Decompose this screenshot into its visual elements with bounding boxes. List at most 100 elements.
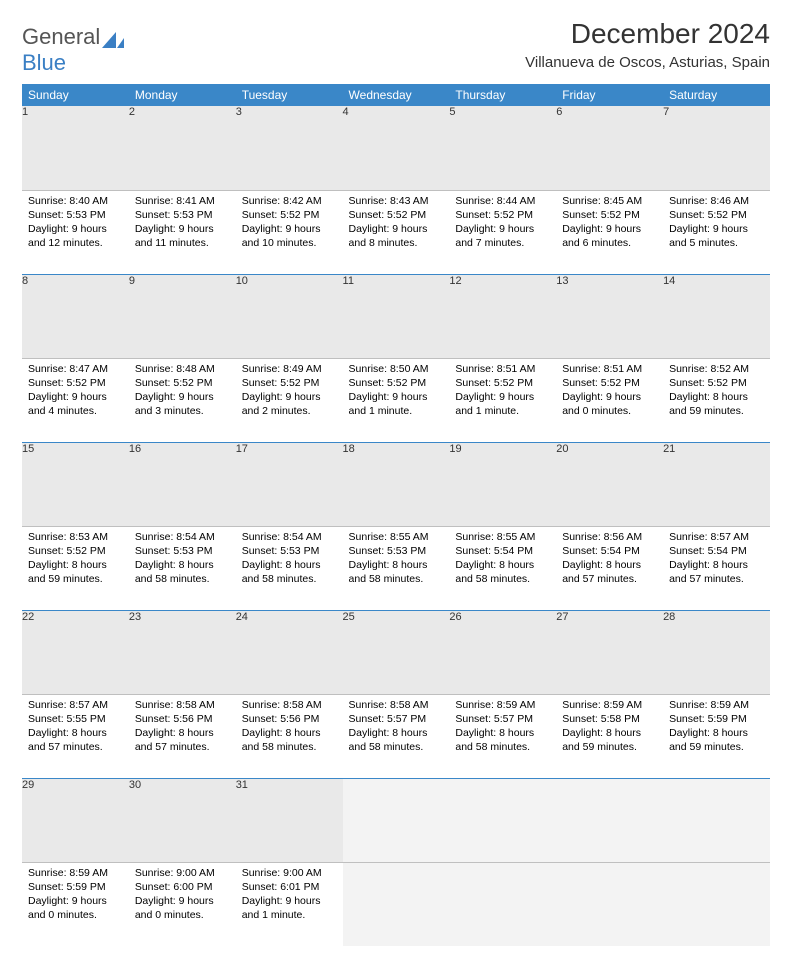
day-details: Sunrise: 8:54 AMSunset: 5:53 PMDaylight:… [236, 527, 343, 593]
day-cell: Sunrise: 9:00 AMSunset: 6:00 PMDaylight:… [129, 862, 236, 946]
day-number-cell [663, 778, 770, 862]
weekday-header: Friday [556, 84, 663, 106]
day-cell: Sunrise: 8:48 AMSunset: 5:52 PMDaylight:… [129, 358, 236, 442]
day-number-cell: 24 [236, 610, 343, 694]
day-details: Sunrise: 8:59 AMSunset: 5:59 PMDaylight:… [22, 863, 129, 929]
day-details: Sunrise: 8:55 AMSunset: 5:53 PMDaylight:… [343, 527, 450, 593]
day-cell: Sunrise: 8:54 AMSunset: 5:53 PMDaylight:… [236, 526, 343, 610]
day-details: Sunrise: 8:52 AMSunset: 5:52 PMDaylight:… [663, 359, 770, 425]
weekday-header: Wednesday [343, 84, 450, 106]
day-body-row: Sunrise: 8:57 AMSunset: 5:55 PMDaylight:… [22, 694, 770, 778]
day-number-cell: 25 [343, 610, 450, 694]
day-cell: Sunrise: 8:51 AMSunset: 5:52 PMDaylight:… [556, 358, 663, 442]
day-details: Sunrise: 8:40 AMSunset: 5:53 PMDaylight:… [22, 191, 129, 257]
day-details: Sunrise: 8:49 AMSunset: 5:52 PMDaylight:… [236, 359, 343, 425]
day-details: Sunrise: 8:41 AMSunset: 5:53 PMDaylight:… [129, 191, 236, 257]
day-details: Sunrise: 8:56 AMSunset: 5:54 PMDaylight:… [556, 527, 663, 593]
day-details: Sunrise: 9:00 AMSunset: 6:01 PMDaylight:… [236, 863, 343, 929]
day-number-cell: 4 [343, 106, 450, 190]
day-cell: Sunrise: 8:49 AMSunset: 5:52 PMDaylight:… [236, 358, 343, 442]
day-cell: Sunrise: 8:40 AMSunset: 5:53 PMDaylight:… [22, 190, 129, 274]
day-details: Sunrise: 8:47 AMSunset: 5:52 PMDaylight:… [22, 359, 129, 425]
day-details: Sunrise: 8:42 AMSunset: 5:52 PMDaylight:… [236, 191, 343, 257]
day-cell: Sunrise: 8:55 AMSunset: 5:53 PMDaylight:… [343, 526, 450, 610]
day-cell [449, 862, 556, 946]
weekday-header: Sunday [22, 84, 129, 106]
day-cell: Sunrise: 8:54 AMSunset: 5:53 PMDaylight:… [129, 526, 236, 610]
day-number-cell: 26 [449, 610, 556, 694]
calendar-page: General Blue December 2024 Villanueva de… [0, 0, 792, 964]
logo-text: General Blue [22, 24, 124, 76]
day-cell: Sunrise: 8:46 AMSunset: 5:52 PMDaylight:… [663, 190, 770, 274]
day-number-cell: 15 [22, 442, 129, 526]
day-number-cell: 28 [663, 610, 770, 694]
day-body-row: Sunrise: 8:47 AMSunset: 5:52 PMDaylight:… [22, 358, 770, 442]
daynum-row: 293031 [22, 778, 770, 862]
day-number-cell: 2 [129, 106, 236, 190]
calendar-header-row: SundayMondayTuesdayWednesdayThursdayFrid… [22, 84, 770, 106]
day-number-cell: 6 [556, 106, 663, 190]
day-details: Sunrise: 8:57 AMSunset: 5:55 PMDaylight:… [22, 695, 129, 761]
day-cell: Sunrise: 8:57 AMSunset: 5:54 PMDaylight:… [663, 526, 770, 610]
day-cell: Sunrise: 8:56 AMSunset: 5:54 PMDaylight:… [556, 526, 663, 610]
day-cell: Sunrise: 8:58 AMSunset: 5:57 PMDaylight:… [343, 694, 450, 778]
day-cell: Sunrise: 8:59 AMSunset: 5:57 PMDaylight:… [449, 694, 556, 778]
daynum-row: 1234567 [22, 106, 770, 190]
day-cell: Sunrise: 8:53 AMSunset: 5:52 PMDaylight:… [22, 526, 129, 610]
location-text: Villanueva de Oscos, Asturias, Spain [525, 54, 770, 71]
day-cell: Sunrise: 8:50 AMSunset: 5:52 PMDaylight:… [343, 358, 450, 442]
day-cell: Sunrise: 8:47 AMSunset: 5:52 PMDaylight:… [22, 358, 129, 442]
day-number-cell: 13 [556, 274, 663, 358]
day-details: Sunrise: 8:46 AMSunset: 5:52 PMDaylight:… [663, 191, 770, 257]
weekday-header: Thursday [449, 84, 556, 106]
day-body-row: Sunrise: 8:53 AMSunset: 5:52 PMDaylight:… [22, 526, 770, 610]
day-number-cell: 9 [129, 274, 236, 358]
day-cell: Sunrise: 8:59 AMSunset: 5:59 PMDaylight:… [663, 694, 770, 778]
day-number-cell [556, 778, 663, 862]
day-details: Sunrise: 8:59 AMSunset: 5:57 PMDaylight:… [449, 695, 556, 761]
day-details: Sunrise: 8:51 AMSunset: 5:52 PMDaylight:… [556, 359, 663, 425]
day-number-cell: 30 [129, 778, 236, 862]
day-body-row: Sunrise: 8:40 AMSunset: 5:53 PMDaylight:… [22, 190, 770, 274]
day-details: Sunrise: 8:51 AMSunset: 5:52 PMDaylight:… [449, 359, 556, 425]
day-details: Sunrise: 8:58 AMSunset: 5:56 PMDaylight:… [236, 695, 343, 761]
day-number-cell: 12 [449, 274, 556, 358]
day-number-cell: 23 [129, 610, 236, 694]
day-number-cell: 3 [236, 106, 343, 190]
day-details: Sunrise: 8:58 AMSunset: 5:56 PMDaylight:… [129, 695, 236, 761]
day-cell: Sunrise: 8:58 AMSunset: 5:56 PMDaylight:… [236, 694, 343, 778]
day-details: Sunrise: 8:44 AMSunset: 5:52 PMDaylight:… [449, 191, 556, 257]
day-cell: Sunrise: 8:58 AMSunset: 5:56 PMDaylight:… [129, 694, 236, 778]
day-body-row: Sunrise: 8:59 AMSunset: 5:59 PMDaylight:… [22, 862, 770, 946]
day-cell: Sunrise: 8:42 AMSunset: 5:52 PMDaylight:… [236, 190, 343, 274]
day-cell: Sunrise: 8:41 AMSunset: 5:53 PMDaylight:… [129, 190, 236, 274]
day-number-cell: 20 [556, 442, 663, 526]
day-number-cell: 1 [22, 106, 129, 190]
day-cell: Sunrise: 8:51 AMSunset: 5:52 PMDaylight:… [449, 358, 556, 442]
day-number-cell: 29 [22, 778, 129, 862]
day-details: Sunrise: 8:55 AMSunset: 5:54 PMDaylight:… [449, 527, 556, 593]
day-number-cell: 17 [236, 442, 343, 526]
daynum-row: 15161718192021 [22, 442, 770, 526]
weekday-header: Tuesday [236, 84, 343, 106]
day-cell: Sunrise: 8:45 AMSunset: 5:52 PMDaylight:… [556, 190, 663, 274]
day-number-cell: 18 [343, 442, 450, 526]
calendar-table: SundayMondayTuesdayWednesdayThursdayFrid… [22, 84, 770, 946]
day-number-cell: 16 [129, 442, 236, 526]
weekday-header: Saturday [663, 84, 770, 106]
day-cell: Sunrise: 8:57 AMSunset: 5:55 PMDaylight:… [22, 694, 129, 778]
day-details: Sunrise: 8:48 AMSunset: 5:52 PMDaylight:… [129, 359, 236, 425]
brand-part1: General [22, 24, 100, 49]
day-number-cell: 7 [663, 106, 770, 190]
title-block: December 2024 Villanueva de Oscos, Astur… [525, 18, 770, 71]
day-cell: Sunrise: 9:00 AMSunset: 6:01 PMDaylight:… [236, 862, 343, 946]
day-details: Sunrise: 8:58 AMSunset: 5:57 PMDaylight:… [343, 695, 450, 761]
day-cell [343, 862, 450, 946]
weekday-header: Monday [129, 84, 236, 106]
day-number-cell: 8 [22, 274, 129, 358]
brand-logo: General Blue [22, 24, 124, 76]
day-number-cell: 27 [556, 610, 663, 694]
day-cell [663, 862, 770, 946]
day-details: Sunrise: 8:54 AMSunset: 5:53 PMDaylight:… [129, 527, 236, 593]
daynum-row: 891011121314 [22, 274, 770, 358]
